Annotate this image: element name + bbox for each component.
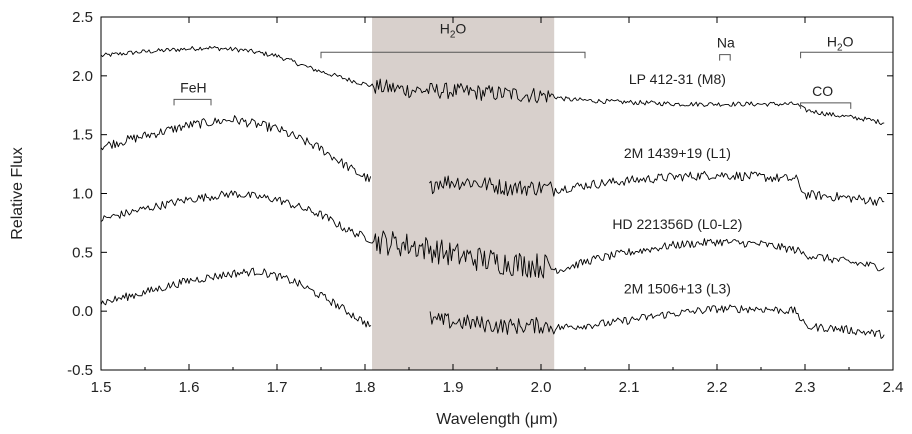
x-tick-label: 1.9 — [443, 379, 464, 396]
series-label: HD 221356D (L0-L2) — [612, 216, 742, 232]
x-tick-label: 2.2 — [707, 379, 728, 396]
series-labels: LP 412-31 (M8) 2M 1439+19 (L1) HD 221356D … — [612, 71, 742, 296]
feature-label: CO — [812, 83, 833, 99]
series-label: 2M 1506+13 (L3) — [624, 281, 731, 297]
spectrum-line-3 — [100, 190, 885, 279]
y-axis-ticks: -0.5 0.0 0.5 1.0 1.5 2.0 2.5 — [67, 9, 893, 379]
y-tick-label: -0.5 — [67, 362, 93, 379]
feature-annotations: H2O Na H2O FeH CO — [173, 20, 894, 109]
feature-bracket — [719, 54, 731, 61]
x-tick-label: 2.1 — [619, 379, 640, 396]
series-label: 2M 1439+19 (L1) — [624, 145, 731, 161]
x-axis-title: Wavelength (μm) — [436, 411, 558, 428]
feature-label: FeH — [180, 79, 206, 95]
y-tick-label: 0.5 — [72, 244, 93, 261]
spectrum-line-1 — [100, 45, 885, 126]
y-tick-label: 1.0 — [72, 186, 93, 203]
x-axis-ticks: 1.5 1.6 1.7 1.8 1.9 2.0 2.1 2.2 2.3 2.4 — [91, 17, 904, 396]
x-tick-label: 1.5 — [91, 379, 112, 396]
feature-bracket — [800, 51, 894, 59]
feature-label: H2O — [440, 20, 467, 40]
feature-label: Na — [717, 35, 735, 51]
series-label: LP 412-31 (M8) — [629, 71, 726, 87]
feature-bracket — [320, 51, 586, 59]
x-tick-label: 2.4 — [883, 379, 904, 396]
x-tick-label: 1.6 — [179, 379, 200, 396]
x-tick-label: 2.0 — [531, 379, 552, 396]
y-axis-title: Relative Flux — [9, 147, 26, 239]
feature-label: H2O — [827, 33, 854, 53]
x-tick-label: 1.8 — [355, 379, 376, 396]
x-tick-label: 2.3 — [795, 379, 816, 396]
x-tick-label: 1.7 — [267, 379, 288, 396]
y-tick-label: 0.0 — [72, 303, 93, 320]
y-tick-label: 2.0 — [72, 68, 93, 85]
y-tick-label: 2.5 — [72, 9, 93, 26]
spectrum-line-4 — [100, 267, 885, 339]
feature-bracket — [173, 98, 212, 106]
feature-bracket — [800, 102, 852, 109]
spectrum-line-2 — [100, 115, 885, 206]
h2o-shaded-region — [372, 17, 555, 370]
y-tick-label: 1.5 — [72, 127, 93, 144]
spectra-lines — [100, 45, 885, 339]
